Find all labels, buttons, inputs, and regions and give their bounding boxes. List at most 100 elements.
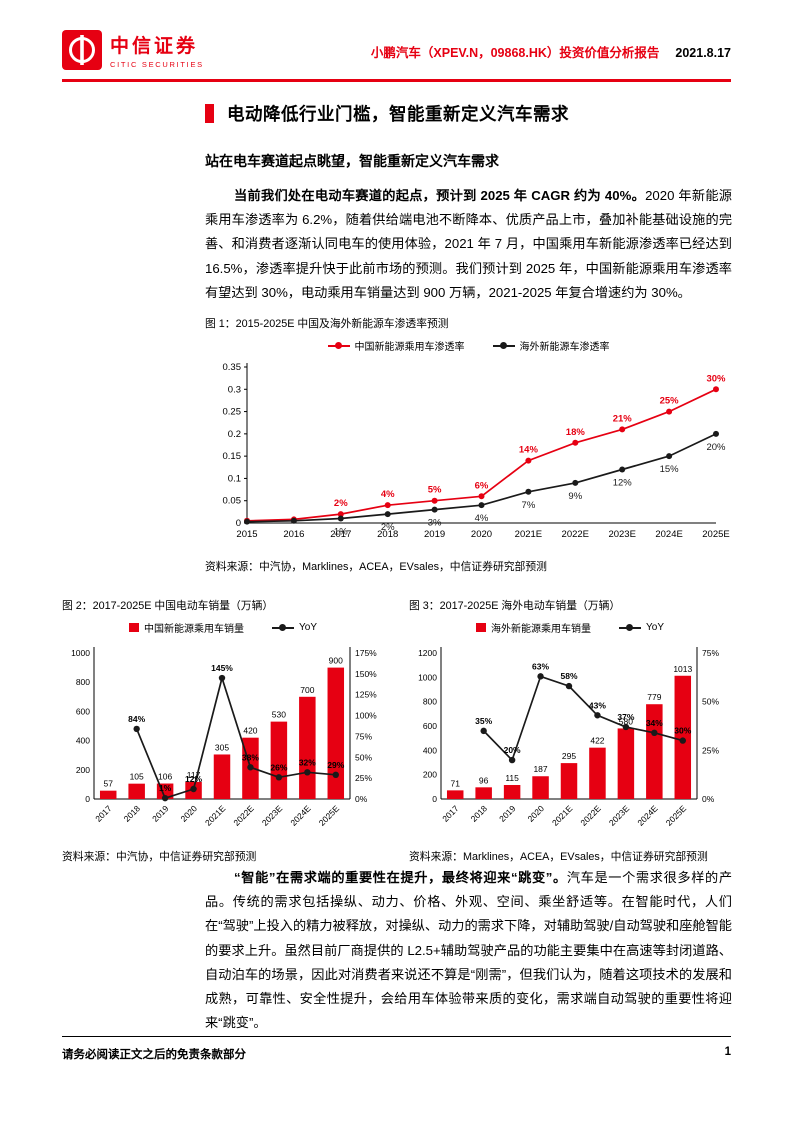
- svg-text:63%: 63%: [532, 661, 549, 671]
- svg-text:1000: 1000: [71, 648, 90, 658]
- svg-text:2025E: 2025E: [664, 803, 689, 828]
- svg-text:75%: 75%: [702, 648, 719, 658]
- svg-text:7%: 7%: [522, 500, 536, 511]
- svg-text:2020: 2020: [471, 529, 492, 540]
- svg-text:26%: 26%: [270, 762, 287, 772]
- svg-text:38%: 38%: [242, 752, 259, 762]
- svg-text:100%: 100%: [355, 711, 377, 721]
- svg-text:34%: 34%: [646, 718, 663, 728]
- svg-text:12%: 12%: [185, 774, 202, 784]
- svg-text:1200: 1200: [418, 648, 437, 658]
- svg-text:530: 530: [272, 710, 286, 720]
- svg-text:2021E: 2021E: [550, 803, 575, 828]
- svg-text:2020: 2020: [179, 803, 200, 824]
- header-rule: [62, 79, 731, 82]
- svg-text:150%: 150%: [355, 669, 377, 679]
- header-title-group: 小鹏汽车（XPEV.N，09868.HK）投资价值分析报告 2021.8.17: [371, 42, 731, 70]
- svg-text:75%: 75%: [355, 731, 372, 741]
- red-square-marker-icon: [129, 623, 139, 632]
- black-line-marker-icon: [492, 342, 515, 349]
- figure-3-title: 图 3：2017-2025E 海外电动车销量（万辆）: [409, 600, 621, 612]
- section-heading: 电动降低行业门槛，智能重新定义汽车需求: [205, 101, 569, 126]
- figure-row: 图 2：2017-2025E 中国电动车销量（万辆） 中国新能源乘用车销量 Yo…: [62, 597, 731, 864]
- figure-2-title: 图 2：2017-2025E 中国电动车销量（万辆）: [62, 600, 274, 612]
- svg-text:2024E: 2024E: [635, 803, 660, 828]
- svg-text:2025E: 2025E: [317, 803, 342, 828]
- svg-text:145%: 145%: [211, 663, 233, 673]
- svg-text:0.05: 0.05: [223, 496, 242, 507]
- svg-text:2020: 2020: [526, 803, 547, 824]
- svg-text:2023E: 2023E: [608, 529, 635, 540]
- paragraph-1: 当前我们处在电动车赛道的起点，预计到 2025 年 CAGR 约为 40%。20…: [205, 184, 732, 305]
- legend-item-overseas-sales: 海外新能源乘用车销量: [476, 620, 591, 635]
- svg-text:2022E: 2022E: [231, 803, 256, 828]
- svg-text:0.1: 0.1: [228, 473, 241, 484]
- svg-text:71: 71: [450, 778, 460, 788]
- svg-text:2022E: 2022E: [578, 803, 603, 828]
- svg-text:18%: 18%: [566, 427, 586, 438]
- figure-2-chart: 0 200 400 600 800 1000 0% 25% 50% 75% 100% 125% 150%…: [62, 637, 384, 842]
- svg-text:0%: 0%: [702, 794, 715, 804]
- legend-item-overseas-penetration: 海外新能源车渗透率: [492, 338, 610, 353]
- svg-text:800: 800: [423, 697, 437, 707]
- svg-text:200: 200: [76, 765, 90, 775]
- legend-item-overseas-yoy: YoY: [619, 622, 664, 633]
- svg-text:29%: 29%: [327, 760, 344, 770]
- svg-text:25%: 25%: [702, 745, 719, 755]
- svg-text:1%: 1%: [334, 527, 348, 538]
- legend-item-china-sales: 中国新能源乘用车销量: [129, 620, 244, 635]
- svg-text:0: 0: [432, 794, 437, 804]
- svg-text:2018: 2018: [469, 803, 490, 824]
- figure-3-chart: 0 200 400 600 800 1000 1200 0% 25% 50% 75% 2017 2018…: [409, 637, 731, 842]
- svg-text:4%: 4%: [381, 489, 395, 500]
- svg-text:2019: 2019: [497, 803, 518, 824]
- citic-logo: 中信证券 CITIC SECURITIES: [62, 30, 204, 70]
- svg-text:14%: 14%: [519, 445, 539, 456]
- svg-text:600: 600: [423, 721, 437, 731]
- svg-text:58%: 58%: [560, 671, 577, 681]
- svg-text:0: 0: [236, 518, 241, 529]
- page-header: 中信证券 CITIC SECURITIES 小鹏汽车（XPEV.N，09868.…: [62, 30, 731, 70]
- svg-text:25%: 25%: [660, 396, 680, 407]
- svg-text:9%: 9%: [568, 491, 582, 502]
- svg-text:2021E: 2021E: [203, 803, 228, 828]
- svg-text:1000: 1000: [418, 672, 437, 682]
- report-date: 2021.8.17: [675, 46, 731, 60]
- svg-text:400: 400: [423, 745, 437, 755]
- svg-text:2015: 2015: [236, 529, 257, 540]
- svg-text:0: 0: [85, 794, 90, 804]
- svg-text:0.35: 0.35: [223, 362, 242, 373]
- svg-text:200: 200: [423, 770, 437, 780]
- svg-text:2017: 2017: [93, 803, 114, 824]
- svg-text:5%: 5%: [428, 485, 442, 496]
- svg-text:2018: 2018: [122, 803, 143, 824]
- svg-text:6%: 6%: [475, 480, 489, 491]
- svg-text:2023E: 2023E: [607, 803, 632, 828]
- svg-text:1%: 1%: [159, 783, 172, 793]
- page-footer: 请务必阅读正文之后的免责条款部分 1: [62, 1046, 731, 1062]
- figure-3: 图 3：2017-2025E 海外电动车销量（万辆） 海外新能源乘用车销量 Yo…: [409, 597, 731, 864]
- svg-text:117: 117: [187, 770, 201, 780]
- svg-text:2%: 2%: [334, 498, 348, 509]
- svg-text:0.2: 0.2: [228, 429, 241, 440]
- svg-text:2017: 2017: [440, 803, 461, 824]
- svg-text:0.15: 0.15: [223, 451, 242, 462]
- svg-text:295: 295: [562, 751, 576, 761]
- figure-1-legend: 中国新能源乘用车渗透率 海外新能源车渗透率: [205, 338, 732, 353]
- paragraph-2-lead: “智能”在需求端的重要性在提升，最终将迎来“跳变”。: [234, 870, 567, 885]
- svg-text:2017: 2017: [330, 529, 351, 540]
- figure-3-legend: 海外新能源乘用车销量 YoY: [409, 620, 731, 635]
- legend-item-china-yoy: YoY: [272, 622, 317, 633]
- citic-logo-text: 中信证券 CITIC SECURITIES: [110, 31, 204, 69]
- svg-text:15%: 15%: [660, 464, 680, 475]
- red-square-marker-icon: [476, 623, 486, 632]
- report-title: 小鹏汽车（XPEV.N，09868.HK）投资价值分析报告: [370, 46, 660, 60]
- svg-text:2024E: 2024E: [655, 529, 682, 540]
- brand-name-cn: 中信证券: [110, 36, 199, 57]
- svg-text:779: 779: [647, 692, 661, 702]
- svg-text:2016: 2016: [283, 529, 304, 540]
- svg-text:106: 106: [158, 772, 172, 782]
- footer-disclaimer: 请务必阅读正文之后的免责条款部分: [62, 1049, 246, 1061]
- svg-text:25%: 25%: [355, 773, 372, 783]
